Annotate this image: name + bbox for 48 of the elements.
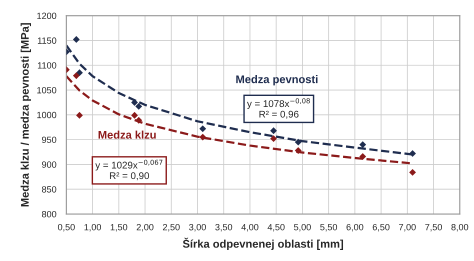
point bbox=[294, 147, 302, 154]
y-tick-label: 800 bbox=[42, 210, 56, 218]
y-axis-title: Medza klzu / medza pevnosti [MPa] bbox=[20, 23, 31, 206]
x-tick-label: 0,50 bbox=[58, 224, 75, 232]
point bbox=[199, 134, 206, 141]
annotation: y = 1029x$^{−0,067}$ R² = 0,90 bbox=[95, 160, 162, 180]
x-axis-title: Šírka odpevnenej oblasti [mm] bbox=[182, 238, 344, 250]
point bbox=[131, 112, 138, 119]
x-tick-label: 4,50 bbox=[268, 224, 285, 232]
point bbox=[131, 99, 138, 106]
y-tick-label: 1000 bbox=[37, 112, 56, 118]
y-tick-label: 900 bbox=[42, 161, 56, 168]
series-label: Medza klzu bbox=[98, 130, 156, 139]
x-tick-label: 7,50 bbox=[425, 224, 442, 232]
point bbox=[135, 116, 142, 124]
annotation: y = 1078x$^{−0,08}$ R² = 0,96 bbox=[246, 98, 310, 119]
x-tick-label: 6,50 bbox=[372, 224, 390, 232]
y-tick-label: 950 bbox=[42, 136, 56, 143]
point bbox=[409, 150, 416, 157]
point bbox=[359, 153, 366, 160]
x-tick-label: 2,50 bbox=[162, 224, 180, 232]
point bbox=[199, 125, 206, 132]
y-tick-label: 1050 bbox=[37, 87, 56, 94]
y-tick-label: 850 bbox=[42, 186, 56, 193]
point bbox=[359, 141, 366, 148]
x-tick-label: 6,00 bbox=[346, 224, 364, 232]
y-tick-label: 1100 bbox=[38, 62, 56, 69]
point bbox=[76, 112, 83, 119]
x-tick-label: 2,00 bbox=[136, 224, 154, 232]
text: Medza pevnosti bbox=[236, 75, 318, 86]
point bbox=[72, 72, 80, 80]
point bbox=[270, 135, 277, 142]
point bbox=[409, 168, 416, 176]
x-tick-label: 4,00 bbox=[241, 224, 258, 232]
x-tick-label: 7,00 bbox=[399, 224, 416, 232]
point bbox=[72, 36, 80, 43]
x-tick-label: 3,50 bbox=[215, 224, 232, 232]
x-tick-label: 8,00 bbox=[451, 224, 468, 232]
x-tick-label: 3,00 bbox=[189, 224, 206, 232]
x-tick-label: 1,50 bbox=[110, 224, 128, 232]
point bbox=[294, 138, 302, 146]
y-tick-label: 1200 bbox=[37, 12, 56, 20]
x-tick-label: 1,00 bbox=[84, 224, 102, 232]
point bbox=[135, 103, 142, 110]
x-tick-label: 5,50 bbox=[320, 224, 338, 232]
point bbox=[270, 127, 277, 134]
x-tick-label: 5,00 bbox=[294, 224, 311, 232]
y-tick-label: 1150 bbox=[38, 37, 56, 44]
